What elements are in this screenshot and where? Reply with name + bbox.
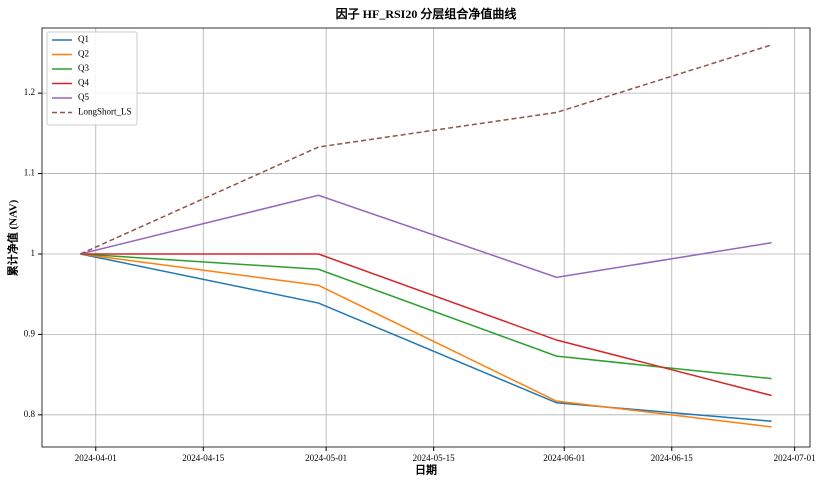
x-tick-label: 2024-05-01 — [305, 453, 347, 463]
x-tick-label: 2024-05-15 — [413, 453, 455, 463]
series-line — [80, 194, 772, 279]
series-line — [80, 253, 772, 397]
y-tick-label: 1 — [31, 248, 36, 258]
legend-label: Q2 — [78, 49, 89, 59]
x-tick-label: 2024-06-15 — [651, 453, 693, 463]
legend-label: Q4 — [78, 78, 89, 88]
legend-label: Q5 — [78, 92, 89, 102]
series-line — [80, 253, 772, 423]
y-tick-label: 1.2 — [24, 87, 35, 97]
x-tick-label: 2024-07-01 — [774, 453, 816, 463]
chart-title: 因子 HF_RSI20 分层组合净值曲线 — [336, 6, 517, 21]
x-axis-label: 日期 — [415, 463, 437, 477]
y-tick-label: 1.1 — [24, 168, 35, 178]
y-axis-label: 累计净值 (NAV) — [6, 199, 20, 276]
legend-label: Q3 — [78, 63, 89, 73]
legend-label: LongShort_LS — [78, 107, 132, 117]
x-tick-label: 2024-06-01 — [543, 453, 585, 463]
plot-frame — [41, 27, 811, 448]
series-line — [80, 44, 772, 255]
x-tick-label: 2024-04-15 — [182, 453, 224, 463]
legend-label: Q1 — [78, 34, 89, 44]
y-tick-label: 0.8 — [24, 409, 36, 419]
series-line — [80, 253, 772, 428]
y-tick-label: 0.9 — [24, 328, 36, 338]
x-tick-label: 2024-04-01 — [75, 453, 117, 463]
series-line — [80, 253, 772, 380]
